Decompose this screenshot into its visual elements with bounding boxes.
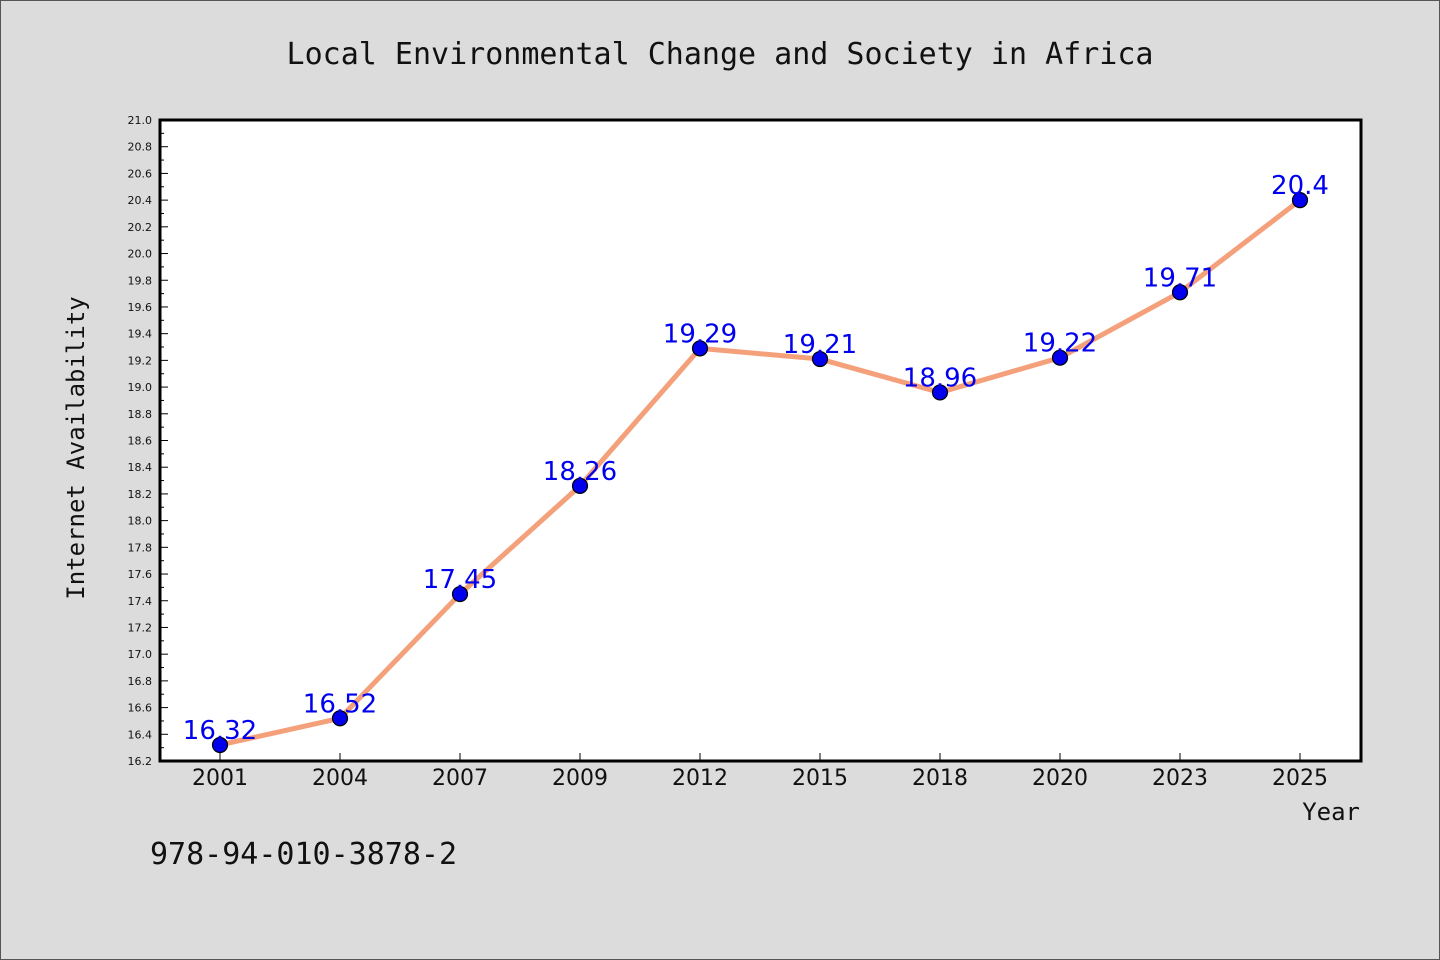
y-tick-label: 18.2 xyxy=(128,488,153,501)
x-tick-label: 2020 xyxy=(1032,766,1088,791)
x-tick-label: 2025 xyxy=(1272,766,1328,791)
data-labels: 16.32 16.52 17.45 18.26 19.29 19.21 18.96 19.22… xyxy=(183,171,1329,746)
y-tick-label: 18.4 xyxy=(128,461,153,474)
isbn-text: 978-94-010-3878-2 xyxy=(150,837,457,872)
y-tick-label: 17.0 xyxy=(128,648,153,661)
y-tick-label: 18.0 xyxy=(128,515,153,528)
x-tick-label: 2012 xyxy=(672,766,728,791)
x-axis-label: Year xyxy=(1302,798,1360,826)
data-point xyxy=(1051,349,1069,366)
x-tick-label: 2001 xyxy=(192,766,248,791)
y-tick-label: 16.6 xyxy=(128,702,153,715)
x-tick-label: 2009 xyxy=(552,766,608,791)
data-label: 18.96 xyxy=(903,363,977,393)
y-tick-label: 20.8 xyxy=(128,141,153,154)
y-tick-label: 19.4 xyxy=(128,328,153,341)
data-label: 18.26 xyxy=(543,457,617,487)
data-point xyxy=(1291,192,1309,209)
y-axis-label: Internet Availability xyxy=(62,296,90,599)
data-markers xyxy=(211,192,1309,754)
data-label: 19.22 xyxy=(1023,329,1097,359)
data-label: 19.71 xyxy=(1143,263,1217,293)
data-label: 19.21 xyxy=(783,330,857,360)
y-tick-label: 19.6 xyxy=(128,301,153,314)
y-tick-label: 16.2 xyxy=(128,755,153,768)
y-tick-label: 16.8 xyxy=(128,675,153,688)
chart-title: Local Environmental Change and Society i… xyxy=(287,37,1154,72)
data-label: 20.4 xyxy=(1271,171,1329,201)
x-tick-label: 2015 xyxy=(792,766,848,791)
x-tick-label: 2018 xyxy=(912,766,968,791)
data-point xyxy=(211,736,229,754)
plot-area xyxy=(158,118,1363,763)
y-tick-label: 19.8 xyxy=(128,274,153,287)
data-point xyxy=(1171,284,1189,301)
y-tick-label: 20.2 xyxy=(128,221,153,234)
y-tick-label: 19.0 xyxy=(128,381,153,394)
data-point xyxy=(571,477,589,495)
data-point xyxy=(451,585,469,603)
data-label: 16.52 xyxy=(303,689,377,719)
y-tick-label: 20.0 xyxy=(128,248,153,261)
y-tick-label: 18.6 xyxy=(128,435,153,448)
data-label: 16.32 xyxy=(183,716,257,746)
y-tick-label: 21.0 xyxy=(128,114,153,127)
x-tick-label: 2023 xyxy=(1152,766,1208,791)
y-tick-label: 19.2 xyxy=(128,354,153,367)
data-point xyxy=(331,710,349,727)
data-point xyxy=(691,340,709,357)
y-tick-label: 17.4 xyxy=(128,595,153,608)
data-point xyxy=(811,350,829,368)
y-tick-label: 17.6 xyxy=(128,568,153,581)
data-label: 19.29 xyxy=(663,319,737,349)
x-axis: 2001 2004 2007 2009 2012 2015 2018 2020 2023 2025 xyxy=(192,753,1328,791)
y-tick-label: 16.4 xyxy=(128,728,153,741)
data-label: 17.45 xyxy=(423,565,497,595)
y-tick-label: 20.6 xyxy=(128,167,153,180)
x-tick-label: 2007 xyxy=(432,766,488,791)
x-tick-label: 2004 xyxy=(312,766,368,791)
y-tick-label: 17.8 xyxy=(128,541,153,554)
y-tick-label: 17.2 xyxy=(128,621,153,634)
y-axis: 16.2 16.4 16.6 16.8 17.0 17.2 17.4 17.6 17.8 18.0… xyxy=(128,114,168,768)
data-point xyxy=(931,384,949,401)
y-tick-label: 20.4 xyxy=(128,194,153,207)
series-line xyxy=(219,198,1302,748)
y-tick-label: 18.8 xyxy=(128,408,153,421)
